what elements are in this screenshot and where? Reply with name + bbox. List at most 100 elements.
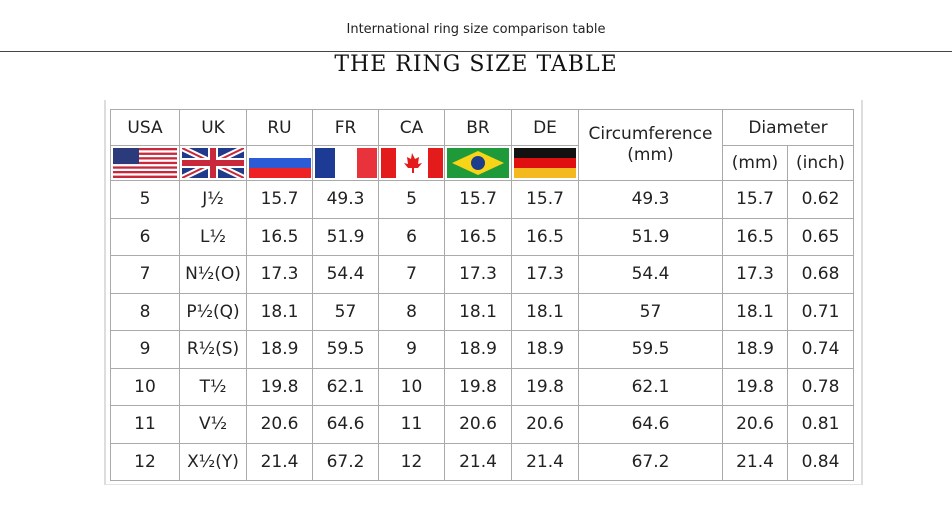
- table-cell: 19.8: [246, 367, 313, 406]
- table-cell: 51.9: [578, 217, 723, 256]
- canada-flag-icon: [378, 145, 445, 181]
- table-cell: 16.5: [722, 217, 788, 256]
- col-ca: CA: [378, 109, 445, 146]
- table-cell: 18.9: [722, 330, 788, 369]
- col-diameter: Diameter: [722, 109, 854, 146]
- table-cell: 12: [110, 442, 180, 481]
- table-cell: 18.9: [444, 330, 512, 369]
- table-cell: P½(Q): [179, 292, 247, 331]
- table-cell: 7: [110, 255, 180, 294]
- table-cell: 21.4: [722, 442, 788, 481]
- table-cell: 6: [378, 217, 445, 256]
- table-cell: V½: [179, 405, 247, 444]
- table-cell: 0.65: [787, 217, 854, 256]
- table-cell: 51.9: [312, 217, 379, 256]
- table-cell: 0.84: [787, 442, 854, 481]
- table-row: 6 L½ 16.5 51.9 6 16.5 16.5 51.9 16.5 0.65: [110, 217, 854, 256]
- table-cell: 19.8: [444, 367, 512, 406]
- table-cell: 20.6: [444, 405, 512, 444]
- table-cell: 18.1: [511, 292, 579, 331]
- table-cell: J½: [179, 180, 247, 219]
- table-cell: 59.5: [312, 330, 379, 369]
- brazil-flag-icon: [444, 145, 512, 181]
- table-row: 11 V½ 20.6 64.6 11 20.6 20.6 64.6 20.6 0.81: [110, 405, 854, 444]
- table-cell: 16.5: [444, 217, 512, 256]
- table-cell: 17.3: [444, 255, 512, 294]
- table-cell: 10: [110, 367, 180, 406]
- table-cell: 62.1: [312, 367, 379, 406]
- table-cell: 0.81: [787, 405, 854, 444]
- table-row: 10 T½ 19.8 62.1 10 19.8 19.8 62.1 19.8 0.78: [110, 367, 854, 406]
- table-cell: 0.78: [787, 367, 854, 406]
- table-cell: R½(S): [179, 330, 247, 369]
- table-cell: 9: [110, 330, 180, 369]
- table-cell: 6: [110, 217, 180, 256]
- col-uk: UK: [179, 109, 247, 146]
- col-fr: FR: [312, 109, 379, 146]
- russia-flag-icon: [246, 145, 313, 181]
- table-cell: X½(Y): [179, 442, 247, 481]
- table-cell: 57: [312, 292, 379, 331]
- col-br: BR: [444, 109, 512, 146]
- table-cell: T½: [179, 367, 247, 406]
- table-cell: 54.4: [312, 255, 379, 294]
- table-cell: 11: [110, 405, 180, 444]
- table-cell: 17.3: [511, 255, 579, 294]
- table-row: 5 J½ 15.7 49.3 5 15.7 15.7 49.3 15.7 0.62: [110, 180, 854, 219]
- table-cell: 21.4: [511, 442, 579, 481]
- table-cell: 19.8: [722, 367, 788, 406]
- col-usa: USA: [110, 109, 180, 146]
- table-cell: 0.68: [787, 255, 854, 294]
- table-cell: 11: [378, 405, 445, 444]
- col-diameter-inch: (inch): [787, 145, 854, 181]
- col-diameter-mm: (mm): [722, 145, 788, 181]
- table-cell: 8: [110, 292, 180, 331]
- table-cell: 18.9: [511, 330, 579, 369]
- table-cell: 21.4: [444, 442, 512, 481]
- table-cell: 17.3: [246, 255, 313, 294]
- table-row: 7 N½(O) 17.3 54.4 7 17.3 17.3 54.4 17.3 0.68: [110, 255, 854, 294]
- table-cell: 5: [110, 180, 180, 219]
- table-cell: 17.3: [722, 255, 788, 294]
- table-cell: 19.8: [511, 367, 579, 406]
- table-cell: 0.71: [787, 292, 854, 331]
- table-row: 12 X½(Y) 21.4 67.2 12 21.4 21.4 67.2 21.4 0.84: [110, 442, 854, 481]
- table-cell: 20.6: [246, 405, 313, 444]
- table-cell: 18.1: [246, 292, 313, 331]
- table-cell: 20.6: [722, 405, 788, 444]
- table-cell: 16.5: [246, 217, 313, 256]
- col-de: DE: [511, 109, 579, 146]
- table-cell: 9: [378, 330, 445, 369]
- table-cell: 64.6: [578, 405, 723, 444]
- table-cell: 57: [578, 292, 723, 331]
- table-cell: 15.7: [444, 180, 512, 219]
- table-cell: 18.1: [722, 292, 788, 331]
- table-cell: 20.6: [511, 405, 579, 444]
- table-cell: N½(O): [179, 255, 247, 294]
- table-cell: 15.7: [722, 180, 788, 219]
- table-cell: L½: [179, 217, 247, 256]
- table-cell: 67.2: [312, 442, 379, 481]
- table-cell: 54.4: [578, 255, 723, 294]
- table-cell: 7: [378, 255, 445, 294]
- page-caption: International ring size comparison table: [346, 22, 606, 37]
- table-cell: 67.2: [578, 442, 723, 481]
- usa-flag-icon: [110, 145, 180, 181]
- table-cell: 8: [378, 292, 445, 331]
- table-cell: 18.9: [246, 330, 313, 369]
- table-cell: 10: [378, 367, 445, 406]
- table-row: 9 R½(S) 18.9 59.5 9 18.9 18.9 59.5 18.9 0.74: [110, 330, 854, 369]
- table-cell: 15.7: [511, 180, 579, 219]
- table-cell: 15.7: [246, 180, 313, 219]
- table-cell: 49.3: [578, 180, 723, 219]
- table-cell: 5: [378, 180, 445, 219]
- divider: [0, 51, 952, 52]
- france-flag-icon: [312, 145, 379, 181]
- table-frame: [104, 100, 863, 485]
- table-cell: 0.74: [787, 330, 854, 369]
- col-circumference: Circumference (mm): [578, 109, 723, 181]
- table-cell: 12: [378, 442, 445, 481]
- table-cell: 49.3: [312, 180, 379, 219]
- table-cell: 18.1: [444, 292, 512, 331]
- col-ru: RU: [246, 109, 313, 146]
